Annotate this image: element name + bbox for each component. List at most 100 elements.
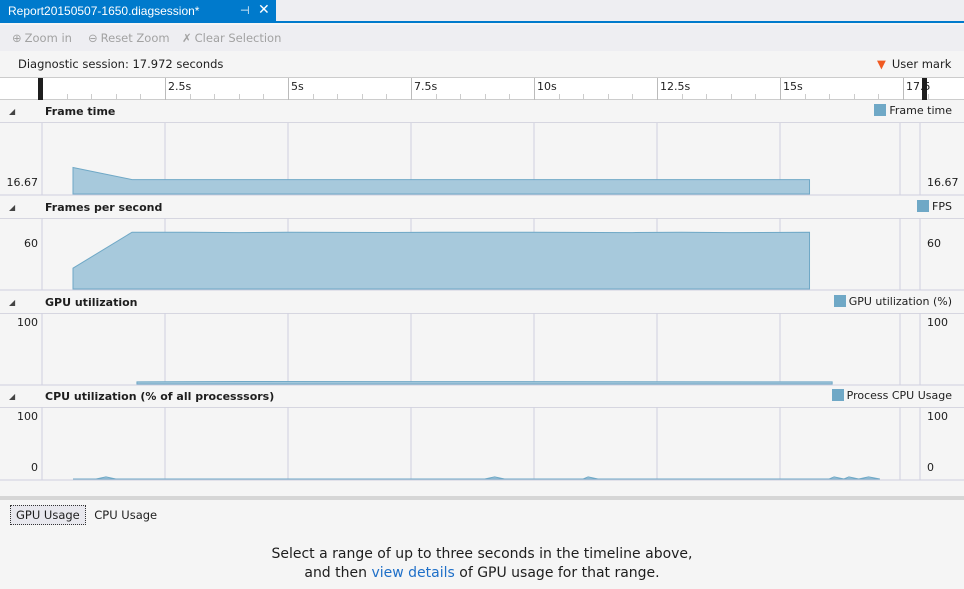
fps-header: ◢ Frames per second FPS: [0, 196, 964, 219]
document-tab-title: Report20150507-1650.diagsession*: [8, 4, 200, 18]
gpu-utilization-axis-label-right: 100: [927, 316, 948, 329]
ruler-tick: [853, 94, 855, 99]
ruler-tick: [657, 78, 658, 100]
ruler-tick: [460, 94, 462, 99]
instruction-message: Select a range of up to three seconds in…: [0, 545, 964, 583]
ruler-tick-label: 12.5s: [660, 80, 691, 93]
ruler-tick: [140, 94, 142, 99]
ruler-tick: [558, 94, 560, 99]
ruler-tick: [484, 94, 486, 99]
message-line-2: and then view details of GPU usage for t…: [0, 564, 964, 583]
tab-gpu-usage[interactable]: GPU Usage: [10, 505, 86, 525]
cpu-utilization-series: [72, 476, 880, 480]
message-line-1: Select a range of up to three seconds in…: [271, 546, 693, 562]
ruler-tick: [165, 78, 166, 100]
user-mark-label: User mark: [891, 57, 952, 71]
cpu-utilization-header: ◢ CPU utilization (% of all processsors) P…: [0, 385, 964, 408]
close-icon[interactable]: ✕: [258, 2, 270, 18]
zoom-in-button[interactable]: ⊕ Zoom in: [12, 31, 75, 45]
ruler-tick: [534, 78, 535, 100]
legend-label: Process CPU Usage: [846, 389, 952, 402]
ruler-tick: [780, 78, 781, 100]
ruler-tick-label: 10s: [537, 80, 557, 93]
range-start-handle[interactable]: [38, 78, 43, 100]
clear-selection-icon: ✗: [182, 31, 192, 45]
clear-selection-button[interactable]: ✗ Clear Selection: [182, 31, 284, 45]
ruler-tick: [263, 94, 265, 99]
ruler-tick: [607, 94, 609, 99]
ruler-tick: [706, 94, 708, 99]
pin-icon[interactable]: ⊣: [240, 4, 250, 17]
cpu-utilization-axis-label-right: 100: [927, 410, 948, 423]
collapse-icon[interactable]: ◢: [9, 298, 16, 307]
ruler-tick: [238, 94, 240, 99]
toolbar: ⊕ Zoom in ⊖ Reset Zoom ✗ Clear Selection: [0, 25, 964, 51]
fps-axis-label-left: 60: [24, 237, 38, 250]
ruler-tick: [878, 94, 880, 99]
ruler-tick: [312, 94, 314, 99]
user-mark-icon: ▼: [877, 57, 886, 71]
frame-time-axis-label-right: 16.67: [927, 176, 959, 189]
ruler-tick: [386, 94, 388, 99]
ruler-tick: [337, 94, 339, 99]
reset-zoom-label: Reset Zoom: [100, 31, 170, 45]
ruler-tick: [361, 94, 363, 99]
splitter[interactable]: [0, 496, 964, 500]
cpu-utilization-axis-label-left: 100: [17, 410, 38, 423]
timeline-ruler[interactable]: 2.5s 5s 7.5s 10s 12.5s 15s 17.5: [0, 77, 964, 100]
cpu-utilization-axis-min-right: 0: [927, 461, 934, 474]
frame-time-legend: Frame time: [874, 104, 952, 117]
gpu-utilization-header: ◢ GPU utilization GPU utilization (%): [0, 291, 964, 314]
tab-cpu-usage[interactable]: CPU Usage: [94, 508, 158, 522]
fps-axis-label-right: 60: [927, 237, 941, 250]
ruler-tick: [91, 94, 93, 99]
gpu-utilization-title: GPU utilization: [45, 296, 138, 309]
ruler-tick: [755, 94, 757, 99]
ruler-tick: [214, 94, 216, 99]
collapse-icon[interactable]: ◢: [9, 203, 16, 212]
legend-swatch: [831, 389, 844, 401]
ruler-tick: [411, 78, 412, 100]
reset-zoom-button[interactable]: ⊖ Reset Zoom: [88, 31, 173, 45]
message-text: of GPU usage for that range.: [454, 565, 660, 581]
user-mark-legend: ▼ User mark: [877, 57, 951, 71]
ruler-tick: [681, 94, 683, 99]
legend-label: FPS: [932, 200, 952, 213]
message-text: and then: [304, 565, 372, 581]
ruler-tick: [632, 94, 634, 99]
frame-time-series: [72, 166, 811, 195]
frame-time-header: ◢ Frame time Frame time: [0, 100, 964, 123]
gpu-utilization-series: [136, 381, 833, 385]
ruler-tick: [435, 94, 437, 99]
frame-time-title: Frame time: [45, 105, 116, 118]
ruler-tick: [66, 94, 68, 99]
document-tab[interactable]: Report20150507-1650.diagsession*: [0, 0, 276, 23]
cpu-utilization-title: CPU utilization (% of all processsors): [45, 390, 275, 403]
legend-label: Frame time: [889, 104, 952, 117]
fps-title: Frames per second: [45, 201, 163, 214]
collapse-icon[interactable]: ◢: [9, 392, 16, 401]
legend-swatch: [833, 295, 846, 307]
zoom-out-icon: ⊖: [88, 31, 98, 45]
details-tabs: GPU Usage CPU Usage: [10, 505, 162, 525]
ruler-tick: [509, 94, 511, 99]
gpu-utilization-axis-label-left: 100: [17, 316, 38, 329]
ruler-tick: [189, 94, 191, 99]
ruler-tick-label: 2.5s: [168, 80, 192, 93]
frame-time-axis-label-left: 16.67: [6, 176, 39, 189]
gpu-utilization-legend: GPU utilization (%): [833, 295, 952, 308]
cpu-utilization-legend: Process CPU Usage: [831, 389, 952, 402]
view-details-link[interactable]: view details: [371, 565, 455, 581]
fps-series: [72, 231, 811, 290]
legend-swatch: [874, 104, 887, 116]
legend-label: GPU utilization (%): [848, 295, 952, 308]
zoom-in-icon: ⊕: [12, 31, 22, 45]
fps-legend: FPS: [917, 200, 952, 213]
ruler-tick-label: 7.5s: [414, 80, 438, 93]
ruler-tick: [804, 94, 806, 99]
clear-selection-label: Clear Selection: [194, 31, 282, 45]
ruler-tick: [730, 94, 732, 99]
collapse-icon[interactable]: ◢: [9, 107, 16, 116]
range-end-handle[interactable]: [922, 78, 927, 100]
